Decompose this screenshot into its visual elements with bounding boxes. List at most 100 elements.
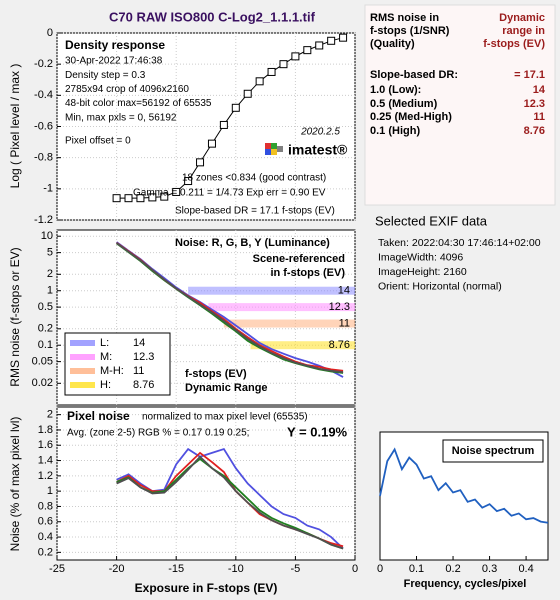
- data-marker: [303, 46, 312, 55]
- table-header: (Quality): [370, 38, 415, 50]
- chart-title: Noise spectrum: [452, 445, 535, 457]
- dr-bar: [188, 286, 355, 295]
- plot-area: [56, 32, 356, 221]
- y-tick-label: -0.4: [34, 89, 53, 101]
- table-cell: 0.1 (High): [370, 125, 420, 137]
- table-cell: 8.76: [524, 125, 545, 137]
- table-cell: 14: [533, 84, 546, 96]
- annotation: Min, max pxls = 0, 56192: [65, 112, 177, 123]
- y-tick-label: 0.2: [38, 546, 53, 558]
- version: 2020.2.5: [300, 127, 340, 138]
- table-header: f-stops (1/SNR): [370, 25, 450, 37]
- legend-value: 8.76: [133, 379, 154, 391]
- legend-label: M-H:: [100, 365, 124, 377]
- exif-line: Orient: Horizontal (normal): [378, 280, 502, 292]
- y-axis-label: Log ( Pixel level / max ): [8, 64, 22, 189]
- dr-value-label: 8.76: [329, 339, 350, 351]
- table-cell: 0.5 (Medium): [370, 98, 438, 110]
- x-tick-label: 0.2: [445, 563, 460, 575]
- data-marker: [219, 120, 228, 129]
- data-marker: [184, 177, 193, 186]
- annotation: Pixel offset = 0: [65, 136, 131, 147]
- x-tick-label: -25: [49, 563, 65, 575]
- y-tick-label: 0.6: [38, 516, 53, 528]
- y-tick-label: 1.4: [38, 454, 53, 466]
- data-marker: [172, 187, 181, 196]
- logo-icon: [265, 143, 271, 149]
- annotation: 48-bit color max=56192 of 65535: [65, 98, 212, 109]
- y-tick-label: -1.2: [34, 214, 53, 226]
- page-title: C70 RAW ISO800 C-Log2_1.1.1.tif: [109, 9, 316, 24]
- series-line: [379, 447, 549, 524]
- data-marker: [231, 103, 240, 112]
- y-tick-label: 10: [41, 230, 53, 242]
- y-tick-label: 0.5: [38, 301, 53, 313]
- legend-label: M:: [100, 351, 112, 363]
- annotation: Avg. (zone 2-5) RGB % = 0.17 0.19 0.25;: [67, 428, 249, 439]
- x-tick-label: 0.1: [409, 563, 424, 575]
- annotation: Density step = 0.3: [65, 70, 146, 81]
- data-marker: [196, 158, 205, 167]
- x-tick-label: 0.4: [518, 563, 533, 575]
- table-cell: 12.3: [524, 98, 545, 110]
- y-tick-label: -0.6: [34, 120, 53, 132]
- logo-icon: [271, 149, 277, 155]
- y-tick-label: 0.1: [38, 339, 53, 351]
- annotation: 30-Apr-2022 17:46:38: [65, 56, 163, 67]
- y-tick-label: 0.8: [38, 500, 53, 512]
- exif-title: Selected EXIF data: [375, 213, 488, 228]
- chart-title: Density response: [65, 38, 165, 52]
- annotation: 18 zones <0.834 (good contrast): [182, 173, 326, 184]
- y-axis-label: Noise (% of max pixel lvl): [8, 417, 22, 552]
- logo-icon: [277, 146, 283, 152]
- legend-value: 11: [133, 365, 144, 377]
- y-tick-label: 1: [47, 485, 53, 497]
- y-axis-label: RMS noise (f-stops or EV): [8, 247, 22, 386]
- subtitle: normalized to max pixel level (65535): [142, 412, 308, 423]
- y-tick-label: 1.8: [38, 424, 53, 436]
- plot-area: [56, 406, 356, 561]
- y-tick-label: 0: [47, 27, 53, 39]
- annotation: Gamma = 0.211 = 1/4.73 Exp err = 0.90 EV: [133, 188, 326, 199]
- exif-line: Taken: 2022:04:30 17:46:14+02:00: [378, 237, 541, 249]
- legend-label: L:: [100, 337, 109, 349]
- dr-value-label: 11: [339, 317, 350, 329]
- dr-bar: [223, 319, 355, 328]
- exif-line: ImageWidth: 4096: [378, 251, 463, 263]
- y-tick-label: -1: [43, 183, 53, 195]
- table-cell: Slope-based DR:: [370, 69, 458, 81]
- table-header: Dynamic: [499, 12, 545, 24]
- data-marker: [207, 139, 216, 148]
- annotation: Slope-based DR = 17.1 f-stops (EV): [175, 206, 335, 217]
- y-tick-label: -0.2: [34, 58, 53, 70]
- y-tick-label: 0.05: [32, 356, 53, 368]
- data-marker: [160, 192, 169, 201]
- annotation: Y = 0.19%: [287, 424, 348, 439]
- y-tick-label: 1.6: [38, 439, 53, 451]
- legend-value: 12.3: [133, 351, 154, 363]
- legend-label: H:: [100, 379, 111, 391]
- chart-title: Pixel noise: [67, 409, 130, 423]
- x-axis-label: Exposure in F-stops (EV): [135, 581, 278, 595]
- x-tick-label: -15: [168, 563, 184, 575]
- y-tick-label: 0.02: [32, 377, 53, 389]
- logo-icon: [271, 143, 277, 149]
- y-tick-label: 2: [47, 268, 53, 280]
- annotation: 2785x94 crop of 4096x2160: [65, 84, 189, 95]
- series-line: [116, 242, 344, 374]
- data-marker: [327, 36, 336, 45]
- y-tick-label: -0.8: [34, 152, 53, 164]
- subtitle: Scene-referenced: [253, 253, 345, 265]
- x-tick-label: -5: [291, 563, 301, 575]
- logo-icon: [265, 149, 271, 155]
- series-line: [116, 455, 344, 550]
- logo: imatest®: [288, 142, 348, 158]
- x-tick-label: 0: [377, 563, 383, 575]
- x-tick-label: -20: [109, 563, 125, 575]
- dr-panel: [364, 4, 556, 206]
- y-tick-label: 0.2: [38, 323, 53, 335]
- subtitle: in f-stops (EV): [270, 267, 345, 279]
- title-box: [442, 439, 544, 463]
- dr-value-label: 14: [338, 285, 350, 297]
